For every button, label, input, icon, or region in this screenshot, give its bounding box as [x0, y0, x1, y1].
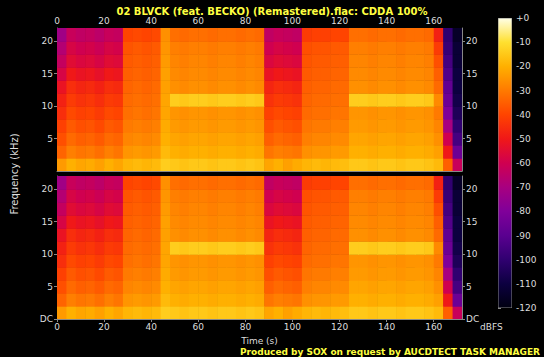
svg-text:dBFS: dBFS: [480, 322, 503, 332]
svg-text:0: 0: [54, 16, 60, 26]
svg-text:5: 5: [466, 282, 472, 292]
svg-text:-20: -20: [516, 61, 531, 71]
svg-text:-90: -90: [516, 231, 531, 241]
svg-text:-110: -110: [516, 279, 537, 289]
svg-text:140: 140: [378, 16, 395, 26]
svg-text:Produced by SOX on request by: Produced by SOX on request by AUCDTECT T…: [240, 347, 540, 357]
svg-text:20: 20: [466, 36, 478, 46]
svg-text:-100: -100: [516, 255, 537, 265]
svg-text:100: 100: [284, 322, 301, 332]
svg-text:-40: -40: [516, 110, 531, 120]
svg-text:40: 40: [145, 16, 157, 26]
svg-text:Frequency (kHz): Frequency (kHz): [9, 133, 20, 214]
svg-text:10: 10: [42, 101, 54, 111]
svg-text:40: 40: [145, 322, 157, 332]
svg-text:5: 5: [47, 282, 53, 292]
svg-text:-50: -50: [516, 134, 531, 144]
svg-text:20: 20: [98, 322, 110, 332]
svg-text:10: 10: [466, 249, 478, 259]
svg-text:140: 140: [378, 322, 395, 332]
svg-text:02 BLVCK (feat. BECKO) (Remast: 02 BLVCK (feat. BECKO) (Remastered).flac…: [116, 6, 427, 17]
svg-text:-80: -80: [516, 206, 531, 216]
svg-text:20: 20: [42, 36, 54, 46]
svg-text:15: 15: [466, 217, 477, 227]
svg-text:20: 20: [42, 184, 54, 194]
svg-text:0: 0: [54, 322, 60, 332]
svg-text:-120: -120: [516, 303, 537, 313]
svg-text:20: 20: [466, 184, 478, 194]
svg-text:5: 5: [47, 134, 53, 144]
svg-text:120: 120: [331, 322, 348, 332]
svg-text:DC: DC: [40, 314, 53, 324]
svg-text:10: 10: [466, 101, 478, 111]
svg-text:20: 20: [98, 16, 110, 26]
svg-text:-10: -10: [516, 37, 531, 47]
svg-text:60: 60: [193, 322, 205, 332]
svg-text:15: 15: [42, 217, 53, 227]
svg-text:160: 160: [425, 16, 442, 26]
svg-text:80: 80: [240, 322, 252, 332]
svg-text:60: 60: [193, 16, 205, 26]
svg-text:-70: -70: [516, 182, 531, 192]
svg-text:80: 80: [240, 16, 252, 26]
svg-text:-60: -60: [516, 158, 531, 168]
svg-text:10: 10: [42, 249, 54, 259]
svg-text:5: 5: [466, 134, 472, 144]
svg-text:120: 120: [331, 16, 348, 26]
svg-text:160: 160: [425, 322, 442, 332]
svg-text:DC: DC: [466, 314, 479, 324]
svg-text:15: 15: [466, 69, 477, 79]
svg-text:-30: -30: [516, 86, 531, 96]
svg-text:Time (s): Time (s): [240, 336, 278, 346]
svg-text:+0: +0: [516, 13, 530, 23]
svg-text:15: 15: [42, 69, 53, 79]
svg-text:100: 100: [284, 16, 301, 26]
